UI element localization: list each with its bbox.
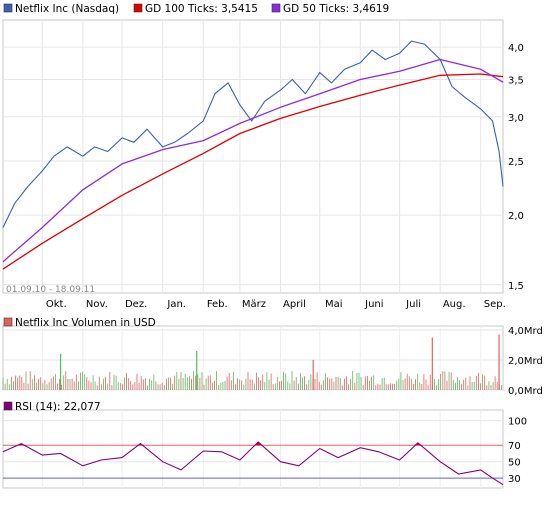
date-range-label: 01.09.10 - 18.09.11: [6, 285, 95, 295]
x-tick-label: Sep.: [484, 299, 506, 310]
volume-y-tick-label: 2,0Mrd: [508, 356, 543, 367]
x-tick-label: Okt.: [46, 299, 67, 310]
x-tick-label: Juni: [364, 299, 383, 310]
legend-label: GD 50 Ticks: 3,4619: [283, 3, 389, 15]
y-tick-label: 2,5: [508, 157, 524, 168]
legend-label: Netflix Inc (Nasdaq): [15, 3, 119, 15]
x-tick-label: Feb.: [207, 299, 228, 310]
legend-swatch: [133, 3, 143, 13]
legend-swatch: [3, 3, 13, 13]
rsi-panel: 100 70 50 30 RSI (14): 22,077: [2, 401, 527, 489]
legend-swatch: [271, 3, 281, 13]
series-line-gd100: [2, 73, 504, 270]
x-tick-label: Juli: [405, 299, 421, 310]
x-tick-label: Aug.: [443, 299, 466, 310]
legend-label: GD 100 Ticks: 3,5415: [145, 3, 258, 15]
volume-panel: 4,0Mrd 2,0Mrd 0,0Mrd Netflix Inc Volumen in…: [2, 317, 543, 397]
y-tick-label: 2,0: [508, 211, 524, 222]
rsi-y-tick-label: 100: [508, 417, 527, 428]
y-tick-label: 4,0: [508, 43, 524, 54]
legend-label: RSI (14): 22,077: [15, 401, 101, 413]
series-line-gd50: [2, 58, 504, 263]
rsi-y-tick-label: 70: [508, 441, 521, 452]
rsi-plot-frame: [2, 409, 504, 489]
rsi-y-tick-label: 30: [508, 474, 521, 485]
volume-plot-frame: [2, 325, 504, 391]
x-tick-label: April: [283, 299, 306, 310]
x-tick-label: Nov.: [86, 299, 108, 310]
rsi-y-tick-label: 50: [508, 458, 521, 469]
rsi-line: [2, 441, 504, 486]
y-tick-label: 3,5: [508, 75, 524, 86]
price-panel: Okt. Nov. Dez. Jan. Feb. März April Mai Juni Juli…: [2, 3, 524, 310]
y-tick-label: 1,5: [508, 281, 524, 292]
price-plot-frame: [2, 19, 504, 294]
legend-label: Netflix Inc Volumen in USD: [15, 317, 156, 329]
x-tick-label: Mai: [325, 299, 343, 310]
y-tick-label: 3,0: [508, 113, 524, 124]
legend-swatch: [3, 401, 13, 411]
legend-swatch: [3, 317, 13, 327]
series-line-price: [2, 40, 504, 228]
volume-y-tick-label: 0,0Mrd: [508, 386, 543, 397]
volume-y-tick-label: 4,0Mrd: [508, 326, 543, 337]
x-tick-label: März: [242, 299, 266, 310]
x-tick-label: Jan.: [166, 299, 186, 310]
x-tick-label: Dez.: [125, 299, 147, 310]
